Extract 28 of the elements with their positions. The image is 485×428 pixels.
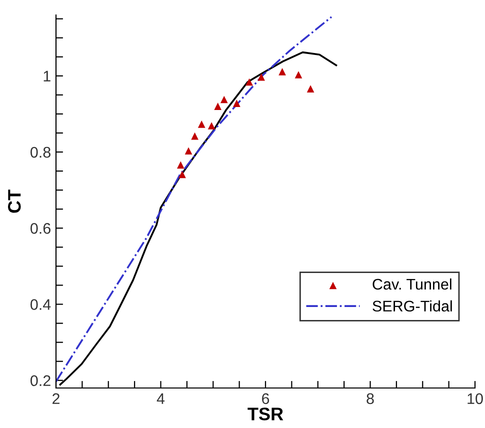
point <box>198 120 206 128</box>
x-tick-label: 4 <box>156 393 165 404</box>
point <box>278 68 286 76</box>
point <box>306 85 314 93</box>
x-tick-label: 8 <box>366 393 374 404</box>
point <box>220 96 228 104</box>
point <box>246 78 253 86</box>
legend-label: SERG-Tidal <box>372 300 452 312</box>
x-tick-label: 10 <box>468 393 483 404</box>
legend-label: Cav. Tunnel <box>372 278 452 290</box>
y-axis-title: CT <box>8 190 21 213</box>
point <box>176 161 184 169</box>
x-axis-title: TSR <box>248 408 284 420</box>
y-tick-label: 0.8 <box>30 146 50 158</box>
x-tick-label: 2 <box>52 393 60 404</box>
point <box>191 132 198 140</box>
point <box>258 73 265 81</box>
point <box>208 122 216 130</box>
point <box>233 100 240 107</box>
y-tick-label: 0.4 <box>30 299 51 310</box>
x-tick-label: 6 <box>262 393 270 404</box>
y-tick-label: 0.2 <box>30 375 50 386</box>
point <box>178 170 186 178</box>
point <box>214 102 222 110</box>
point <box>184 147 192 155</box>
point <box>294 71 302 78</box>
y-tick-label: 0.6 <box>30 223 50 234</box>
y-tick-label: 1 <box>44 70 50 82</box>
